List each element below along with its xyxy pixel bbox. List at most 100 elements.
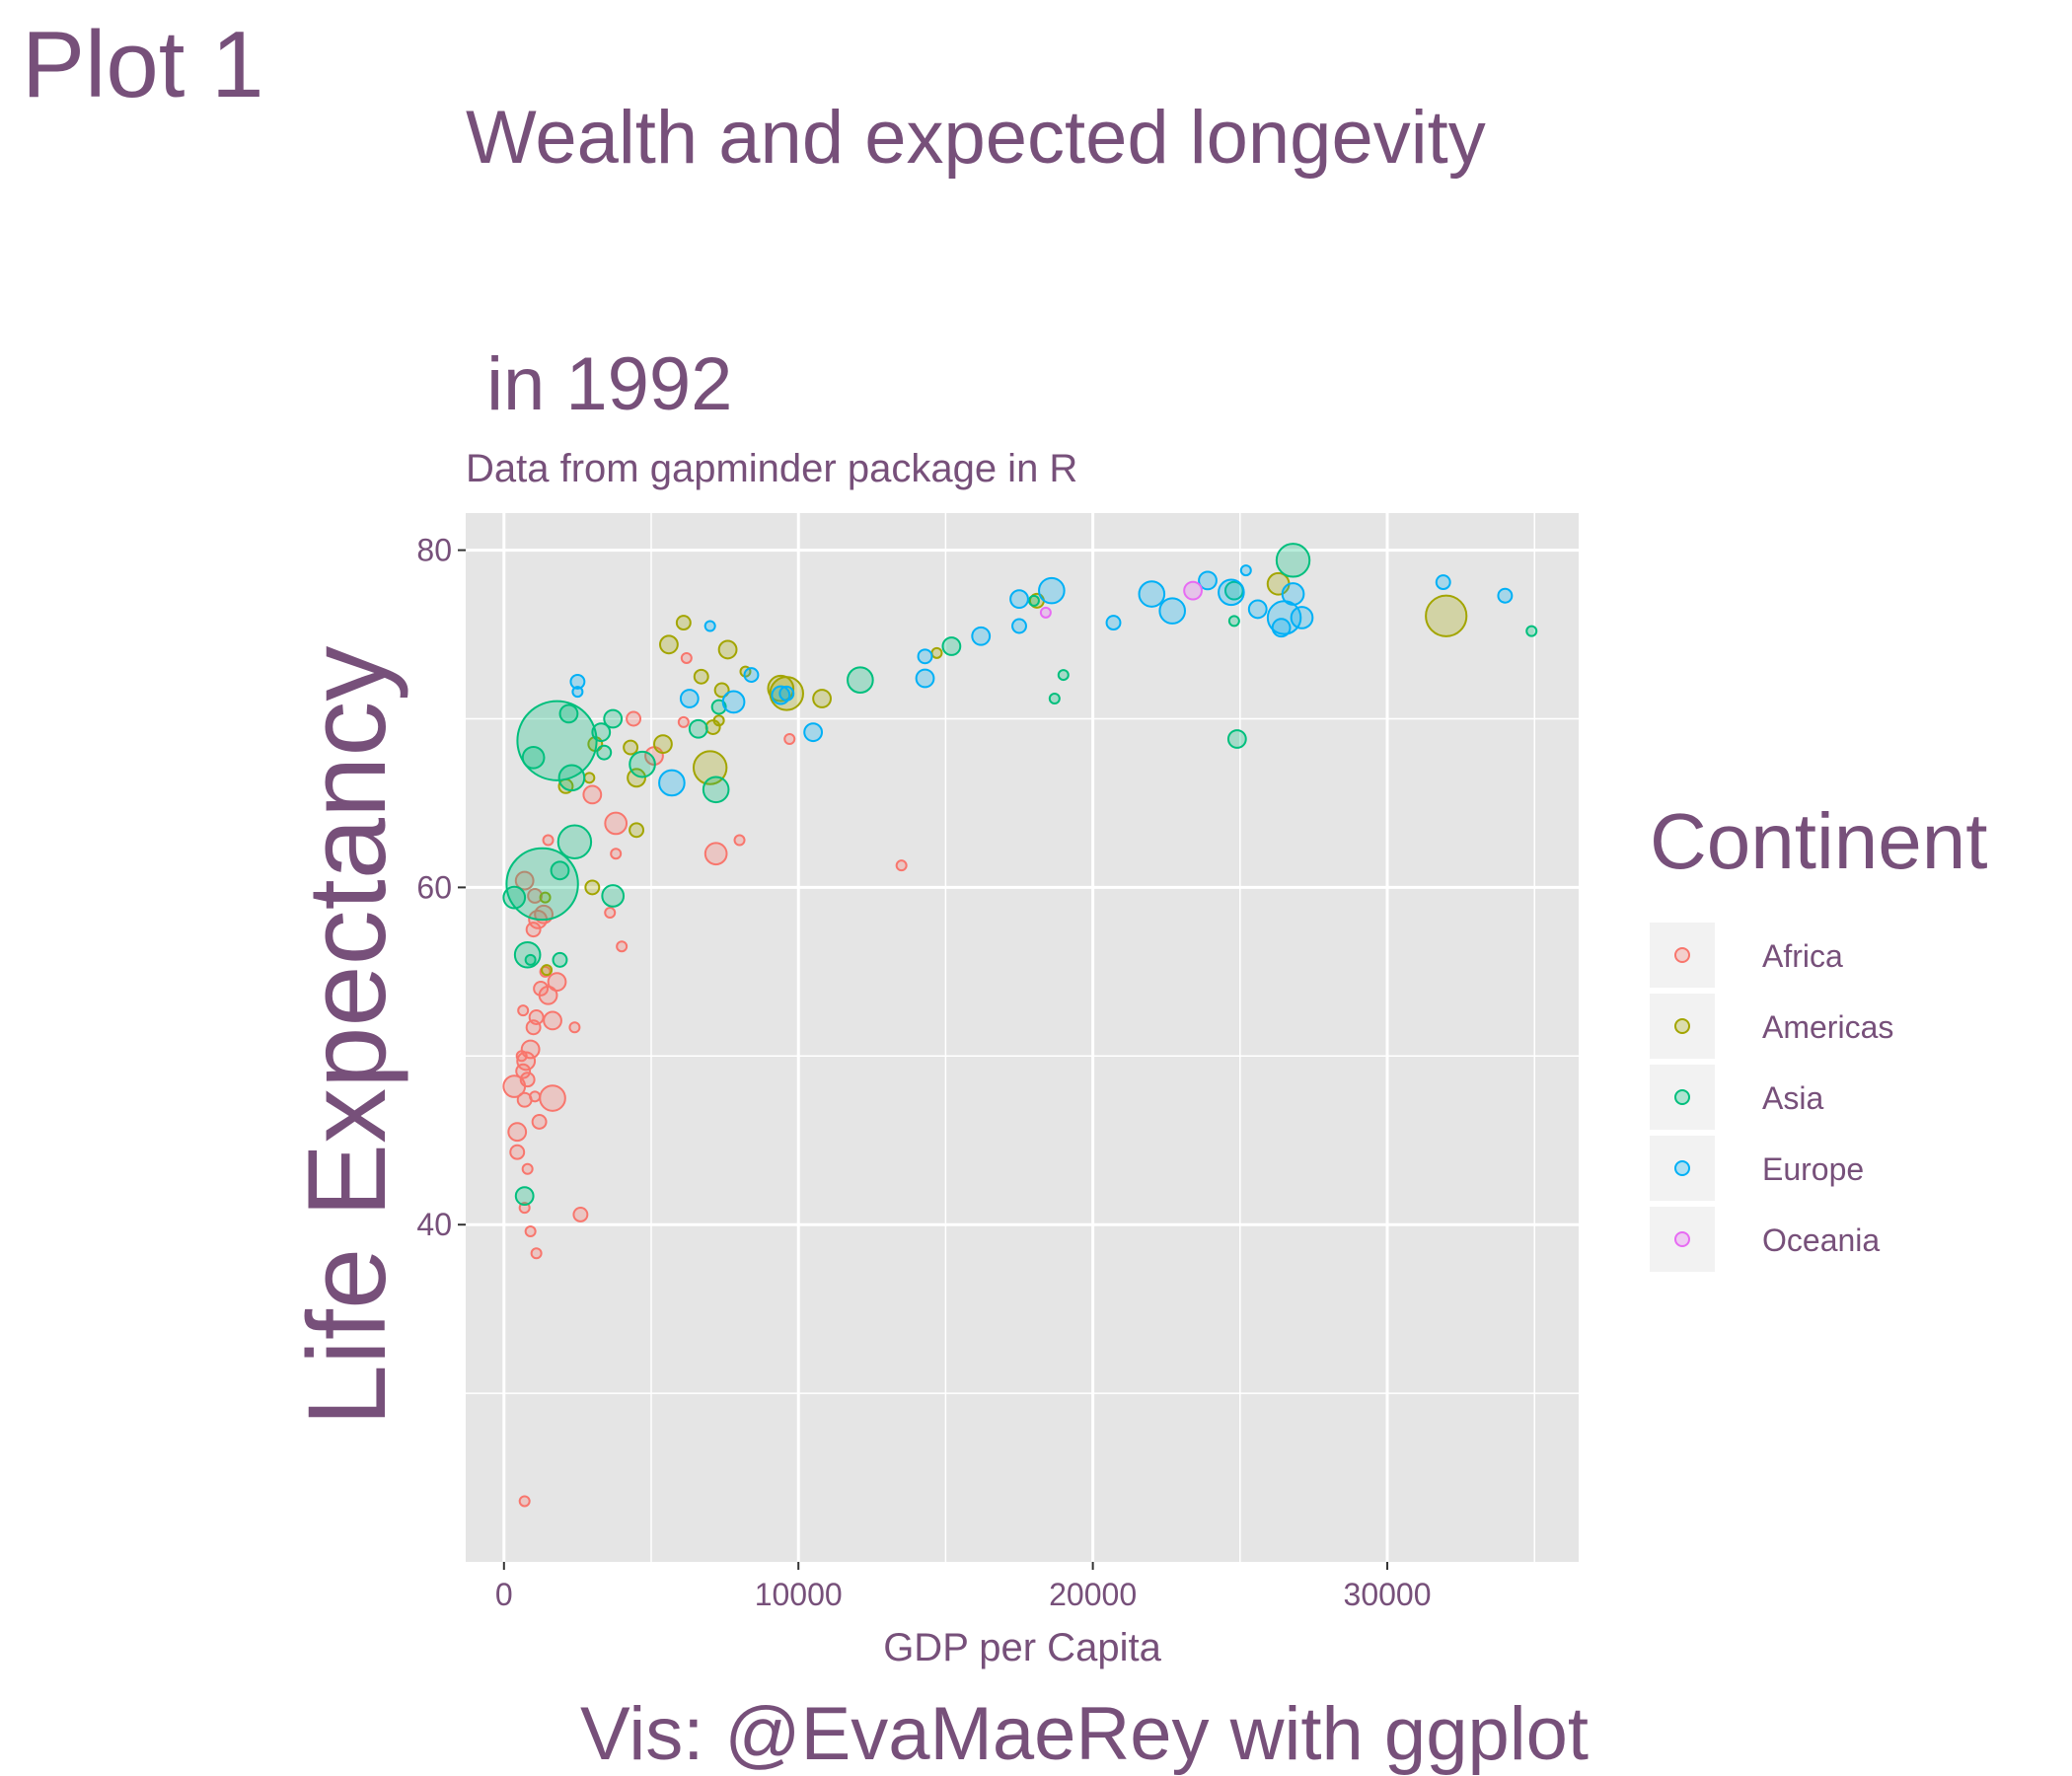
data-point-europe	[658, 769, 686, 797]
legend-key	[1650, 994, 1715, 1059]
data-point-americas	[583, 772, 596, 784]
data-point-europe	[971, 626, 992, 646]
legend-marker-europe	[1674, 1160, 1690, 1176]
legend-key	[1650, 923, 1715, 988]
x-tick-label: 10000	[755, 1577, 843, 1612]
data-point-americas	[717, 639, 738, 660]
data-point-africa	[703, 842, 728, 866]
data-point-asia	[557, 764, 586, 792]
data-point-asia	[558, 703, 579, 724]
x-tick-label: 30000	[1344, 1577, 1432, 1612]
x-axis: 0 10000 20000 30000	[495, 1562, 1432, 1612]
data-point-europe	[1038, 576, 1066, 605]
data-point-americas	[930, 646, 943, 659]
x-tick-label: 0	[495, 1577, 513, 1612]
data-point-asia	[1057, 669, 1070, 682]
data-point-americas	[539, 891, 552, 904]
data-point-africa	[519, 1072, 536, 1088]
data-point-americas	[629, 822, 645, 839]
data-point-africa	[680, 651, 693, 664]
data-points	[502, 543, 1538, 1508]
data-point-americas	[541, 964, 554, 977]
data-point-africa	[533, 980, 550, 997]
data-point-africa	[529, 1090, 542, 1103]
data-point-africa	[783, 733, 796, 746]
chart-subtitle: Data from gapminder package in R	[466, 447, 1078, 490]
data-point-europe	[1435, 574, 1451, 591]
data-point-oceania	[1039, 606, 1052, 619]
data-point-africa	[895, 859, 908, 872]
data-point-africa	[572, 1206, 589, 1222]
data-point-africa	[543, 1010, 562, 1031]
data-point-europe	[1009, 589, 1029, 610]
data-point-asia	[702, 776, 730, 804]
legend-marker-americas	[1674, 1018, 1690, 1034]
legend-label-oceania: Oceania	[1762, 1222, 1880, 1258]
data-point-africa	[616, 940, 629, 953]
data-point-europe	[1290, 606, 1314, 629]
data-point-africa	[509, 1144, 526, 1160]
data-point-asia	[524, 953, 537, 966]
chart-title-line-2: in 1992	[466, 342, 733, 426]
plot-tag: Plot 1	[22, 12, 264, 117]
data-point-africa	[568, 1021, 581, 1034]
data-point-europe	[1247, 599, 1268, 620]
data-point-americas	[659, 634, 679, 655]
data-point-africa	[527, 887, 544, 904]
data-point-americas	[1425, 594, 1468, 637]
data-point-asia	[941, 636, 962, 656]
data-point-europe	[1281, 582, 1305, 606]
data-point-asia	[596, 744, 613, 761]
data-point-asia	[556, 824, 593, 859]
legend-marker-africa	[1674, 947, 1690, 963]
data-point-americas	[675, 615, 692, 631]
data-point-americas	[713, 682, 730, 699]
data-point-asia	[1525, 625, 1538, 637]
plot-caption: Vis: @EvaMaeRey with ggplot	[580, 1692, 1589, 1776]
y-tick-label: 40	[416, 1207, 452, 1242]
data-point-asia	[521, 745, 546, 770]
data-point-oceania	[1183, 580, 1203, 601]
data-point-americas	[692, 750, 728, 785]
legend-label-asia: Asia	[1762, 1080, 1823, 1116]
data-point-europe	[915, 668, 935, 689]
data-point-americas	[769, 676, 804, 711]
data-point-americas	[653, 734, 673, 755]
data-point-asia	[688, 718, 708, 739]
data-point-africa	[542, 834, 555, 847]
data-point-africa	[524, 1225, 537, 1238]
data-point-europe	[1011, 618, 1027, 634]
data-point-asia	[1226, 729, 1247, 749]
data-point-europe	[703, 620, 716, 632]
legend-marker-oceania	[1674, 1231, 1690, 1247]
data-point-americas	[627, 768, 646, 788]
data-point-asia	[1275, 543, 1311, 578]
data-point-africa	[677, 715, 690, 728]
data-point-africa	[733, 834, 746, 847]
major-gridlines	[466, 513, 1579, 1562]
data-point-africa	[528, 1009, 545, 1025]
legend-title: Continent	[1650, 797, 1988, 885]
data-point-africa	[521, 1162, 534, 1175]
data-point-africa	[626, 710, 642, 727]
y-tick-label: 80	[416, 533, 452, 568]
data-point-asia	[550, 860, 570, 881]
data-point-africa	[530, 1247, 543, 1260]
data-point-asia	[514, 1186, 535, 1207]
legend-label-europe: Europe	[1762, 1151, 1864, 1187]
data-point-europe	[721, 690, 746, 714]
data-point-africa	[547, 972, 567, 993]
data-point-americas	[623, 739, 639, 756]
y-axis-label: Life Expectancy	[285, 646, 408, 1427]
data-point-africa	[539, 1084, 566, 1112]
data-point-asia	[603, 708, 624, 729]
data-point-africa	[520, 1039, 541, 1060]
data-point-africa	[507, 1122, 528, 1143]
data-point-asia	[601, 884, 626, 908]
data-point-africa	[518, 1495, 531, 1508]
data-point-asia	[629, 750, 656, 778]
data-point-europe	[569, 673, 586, 690]
data-point-asia	[1027, 594, 1040, 607]
data-point-europe	[679, 689, 700, 708]
